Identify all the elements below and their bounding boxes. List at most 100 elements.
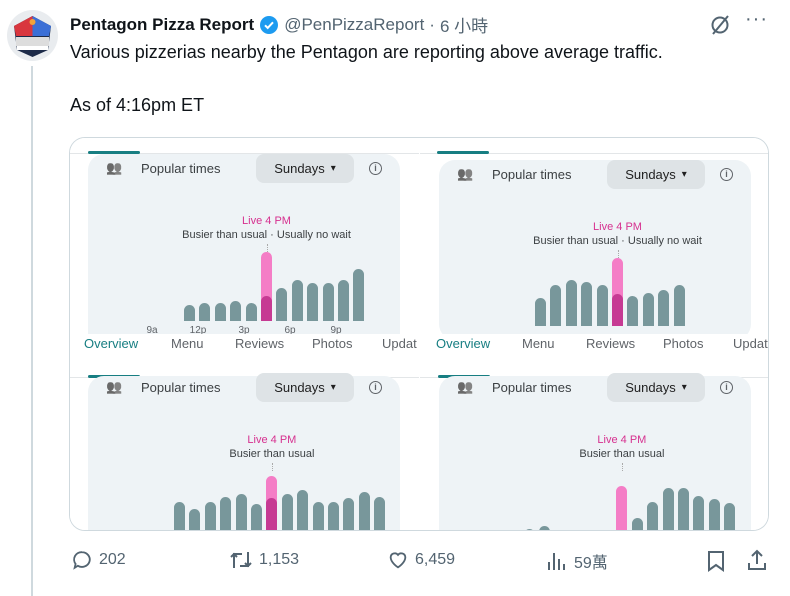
avatar[interactable] bbox=[7, 10, 58, 61]
hour-bar[interactable] bbox=[631, 518, 643, 530]
hour-tick-label: 12p bbox=[189, 325, 207, 336]
tab-updat[interactable]: Updat bbox=[733, 336, 768, 351]
hour-bar[interactable] bbox=[724, 502, 736, 530]
hour-bar[interactable] bbox=[693, 495, 705, 530]
like-count: 6,459 bbox=[415, 551, 456, 568]
hour-bar[interactable] bbox=[678, 487, 689, 530]
hour-bar[interactable] bbox=[230, 301, 242, 321]
busyness-status: Busier than usual bbox=[579, 448, 665, 460]
repost-button[interactable]: 1,153 bbox=[229, 549, 299, 571]
place-tabs: Overview Menu Reviews Photos Updat bbox=[70, 334, 419, 361]
hour-bar[interactable] bbox=[235, 494, 247, 530]
live-marker-line bbox=[271, 463, 273, 471]
hour-bar[interactable] bbox=[312, 502, 324, 530]
more-icon[interactable]: ··· bbox=[745, 8, 768, 30]
hour-bar[interactable] bbox=[627, 295, 639, 326]
info-icon[interactable]: i bbox=[720, 381, 733, 394]
tweet-media[interactable]: 👥 Popular times Sundays ▾ i Live 4 PM Busier t… bbox=[69, 137, 769, 531]
hour-bar[interactable] bbox=[307, 282, 319, 321]
people-icon: 👥 bbox=[106, 160, 123, 175]
hour-bar[interactable] bbox=[338, 280, 349, 321]
info-icon[interactable]: i bbox=[369, 381, 382, 394]
hour-bar[interactable] bbox=[374, 497, 386, 530]
live-marker-line bbox=[621, 463, 623, 471]
share-icon[interactable] bbox=[746, 548, 768, 572]
hour-bar[interactable] bbox=[214, 302, 226, 321]
hour-tick-label: 9a bbox=[146, 325, 158, 336]
view-count: 59萬 bbox=[574, 555, 608, 572]
hour-bar[interactable] bbox=[276, 288, 288, 321]
info-icon[interactable]: i bbox=[720, 168, 733, 181]
hour-bar[interactable] bbox=[662, 487, 674, 530]
active-tab-indicator bbox=[88, 151, 140, 154]
hour-bar[interactable] bbox=[539, 526, 551, 530]
views-icon bbox=[548, 553, 565, 570]
reply-button[interactable]: 202 bbox=[71, 549, 126, 571]
hour-bar[interactable] bbox=[343, 498, 355, 530]
day-selector[interactable]: Sundays ▾ bbox=[607, 160, 705, 189]
tab-reviews[interactable]: Reviews bbox=[235, 336, 285, 351]
hour-bar[interactable] bbox=[204, 502, 216, 530]
hour-bar[interactable] bbox=[358, 491, 370, 530]
bookmark-icon[interactable] bbox=[705, 549, 727, 573]
info-icon[interactable]: i bbox=[369, 162, 382, 175]
hour-bar[interactable] bbox=[596, 285, 608, 326]
hour-bar[interactable] bbox=[189, 509, 201, 530]
hour-bar[interactable] bbox=[328, 502, 339, 530]
caret-down-icon: ▾ bbox=[681, 169, 687, 180]
busyness-status: Busier than usual · Usually no wait bbox=[182, 229, 351, 241]
day-selector-value: Sundays bbox=[274, 161, 325, 176]
popular-times-card bbox=[88, 154, 400, 354]
day-selector-value: Sundays bbox=[625, 167, 676, 182]
hour-bar[interactable] bbox=[297, 490, 309, 530]
hour-bar[interactable] bbox=[322, 282, 334, 321]
tab-photos[interactable]: Photos bbox=[663, 336, 704, 351]
tab-overview[interactable]: Overview bbox=[84, 336, 139, 351]
popular-times-screenshot: 👥 Popular times Sundays ▾ i Live 4 PM Busier t… bbox=[70, 138, 419, 361]
tab-overview[interactable]: Overview bbox=[436, 336, 491, 351]
hour-bar[interactable] bbox=[673, 285, 685, 326]
popular-times-label: Popular times bbox=[141, 380, 221, 395]
hour-bar[interactable] bbox=[281, 494, 293, 530]
hour-bar[interactable] bbox=[708, 498, 720, 530]
hour-tick-label: 9p bbox=[330, 325, 342, 336]
live-hour-bar[interactable] bbox=[266, 475, 278, 530]
tab-updat[interactable]: Updat bbox=[382, 336, 417, 351]
views-button[interactable]: 59萬 bbox=[546, 549, 608, 573]
hour-bar[interactable] bbox=[535, 298, 546, 326]
hour-bar[interactable] bbox=[524, 529, 535, 530]
hour-bar[interactable] bbox=[642, 293, 654, 326]
hour-bar[interactable] bbox=[251, 503, 262, 530]
hour-bar[interactable] bbox=[647, 502, 659, 530]
live-hour-bar[interactable] bbox=[616, 486, 628, 530]
tab-menu[interactable]: Menu bbox=[171, 336, 204, 351]
popular-times-card bbox=[439, 160, 751, 340]
hour-bar[interactable] bbox=[550, 285, 562, 326]
live-hour-bar[interactable] bbox=[261, 252, 272, 321]
tab-photos[interactable]: Photos bbox=[312, 336, 353, 351]
people-icon: 👥 bbox=[457, 166, 474, 181]
like-button[interactable]: 6,459 bbox=[387, 549, 455, 571]
day-selector[interactable]: Sundays ▾ bbox=[607, 373, 705, 402]
hour-bar[interactable] bbox=[353, 269, 365, 321]
day-selector[interactable]: Sundays ▾ bbox=[256, 373, 354, 402]
timestamp[interactable]: 6 小時 bbox=[439, 17, 489, 36]
author-name[interactable]: Pentagon Pizza Report bbox=[70, 14, 255, 34]
hour-bar[interactable] bbox=[184, 305, 195, 321]
popular-times-label: Popular times bbox=[141, 161, 221, 176]
tab-reviews[interactable]: Reviews bbox=[586, 336, 636, 351]
hour-bar[interactable] bbox=[245, 302, 257, 321]
day-selector[interactable]: Sundays ▾ bbox=[256, 154, 354, 183]
tab-menu[interactable]: Menu bbox=[522, 336, 555, 351]
author-handle[interactable]: @PenPizzaReport bbox=[284, 14, 425, 34]
hour-bar[interactable] bbox=[565, 279, 577, 326]
hour-bar[interactable] bbox=[658, 290, 670, 326]
caret-down-icon: ▾ bbox=[330, 382, 336, 393]
hour-bar[interactable] bbox=[581, 282, 593, 326]
hour-bar[interactable] bbox=[291, 280, 303, 321]
hour-bar[interactable] bbox=[220, 497, 232, 530]
hour-bar[interactable] bbox=[199, 302, 211, 321]
grok-icon[interactable] bbox=[708, 13, 732, 37]
live-hour-bar[interactable] bbox=[612, 258, 623, 326]
hour-bar[interactable] bbox=[174, 502, 185, 530]
